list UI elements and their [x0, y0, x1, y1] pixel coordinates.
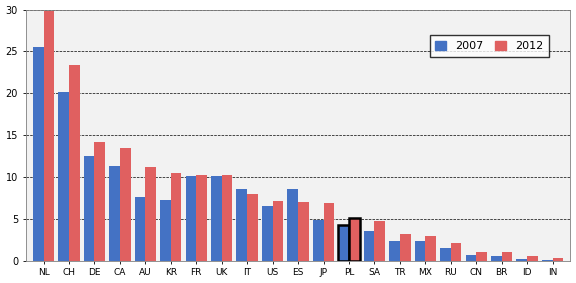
- Bar: [502, 252, 513, 261]
- Bar: [287, 189, 298, 261]
- Bar: [272, 201, 283, 261]
- Bar: [237, 189, 247, 261]
- Bar: [527, 256, 538, 261]
- Bar: [415, 241, 425, 261]
- Bar: [476, 252, 487, 261]
- Bar: [389, 241, 400, 261]
- Bar: [425, 236, 436, 261]
- Bar: [135, 197, 145, 261]
- Bar: [465, 254, 476, 261]
- Bar: [211, 176, 222, 261]
- Bar: [400, 234, 411, 261]
- Bar: [324, 203, 334, 261]
- Bar: [44, 11, 54, 261]
- Bar: [374, 221, 385, 261]
- Bar: [171, 173, 181, 261]
- Bar: [109, 166, 120, 261]
- Bar: [247, 194, 258, 261]
- Bar: [222, 175, 232, 261]
- Bar: [338, 225, 349, 261]
- Bar: [313, 220, 324, 261]
- Bar: [262, 205, 272, 261]
- Bar: [491, 256, 502, 261]
- Bar: [145, 167, 156, 261]
- Bar: [542, 260, 552, 261]
- Legend: 2007, 2012: 2007, 2012: [430, 35, 548, 57]
- Bar: [517, 259, 527, 261]
- Bar: [69, 65, 79, 261]
- Bar: [94, 142, 105, 261]
- Bar: [33, 47, 44, 261]
- Bar: [185, 176, 196, 261]
- Bar: [160, 200, 171, 261]
- Bar: [84, 156, 94, 261]
- Bar: [58, 93, 69, 261]
- Bar: [349, 218, 359, 261]
- Bar: [440, 248, 451, 261]
- Bar: [120, 148, 131, 261]
- Bar: [364, 231, 374, 261]
- Bar: [196, 175, 207, 261]
- Bar: [451, 243, 461, 261]
- Bar: [552, 258, 563, 261]
- Bar: [298, 202, 309, 261]
